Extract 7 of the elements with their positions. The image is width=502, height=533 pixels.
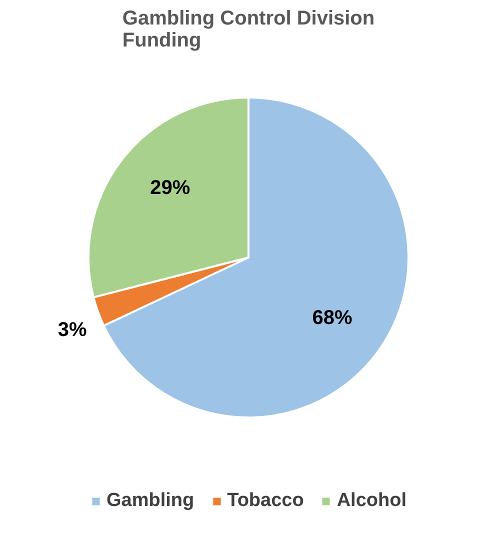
data-label: 29% xyxy=(150,177,190,200)
legend-label: Tobacco xyxy=(227,490,304,512)
legend-label: Gambling xyxy=(106,490,194,512)
chart-title: Gambling Control Division Funding xyxy=(122,8,375,52)
data-label: 68% xyxy=(312,307,352,330)
legend-label: Alcohol xyxy=(336,490,407,512)
data-label: 3% xyxy=(58,318,88,341)
